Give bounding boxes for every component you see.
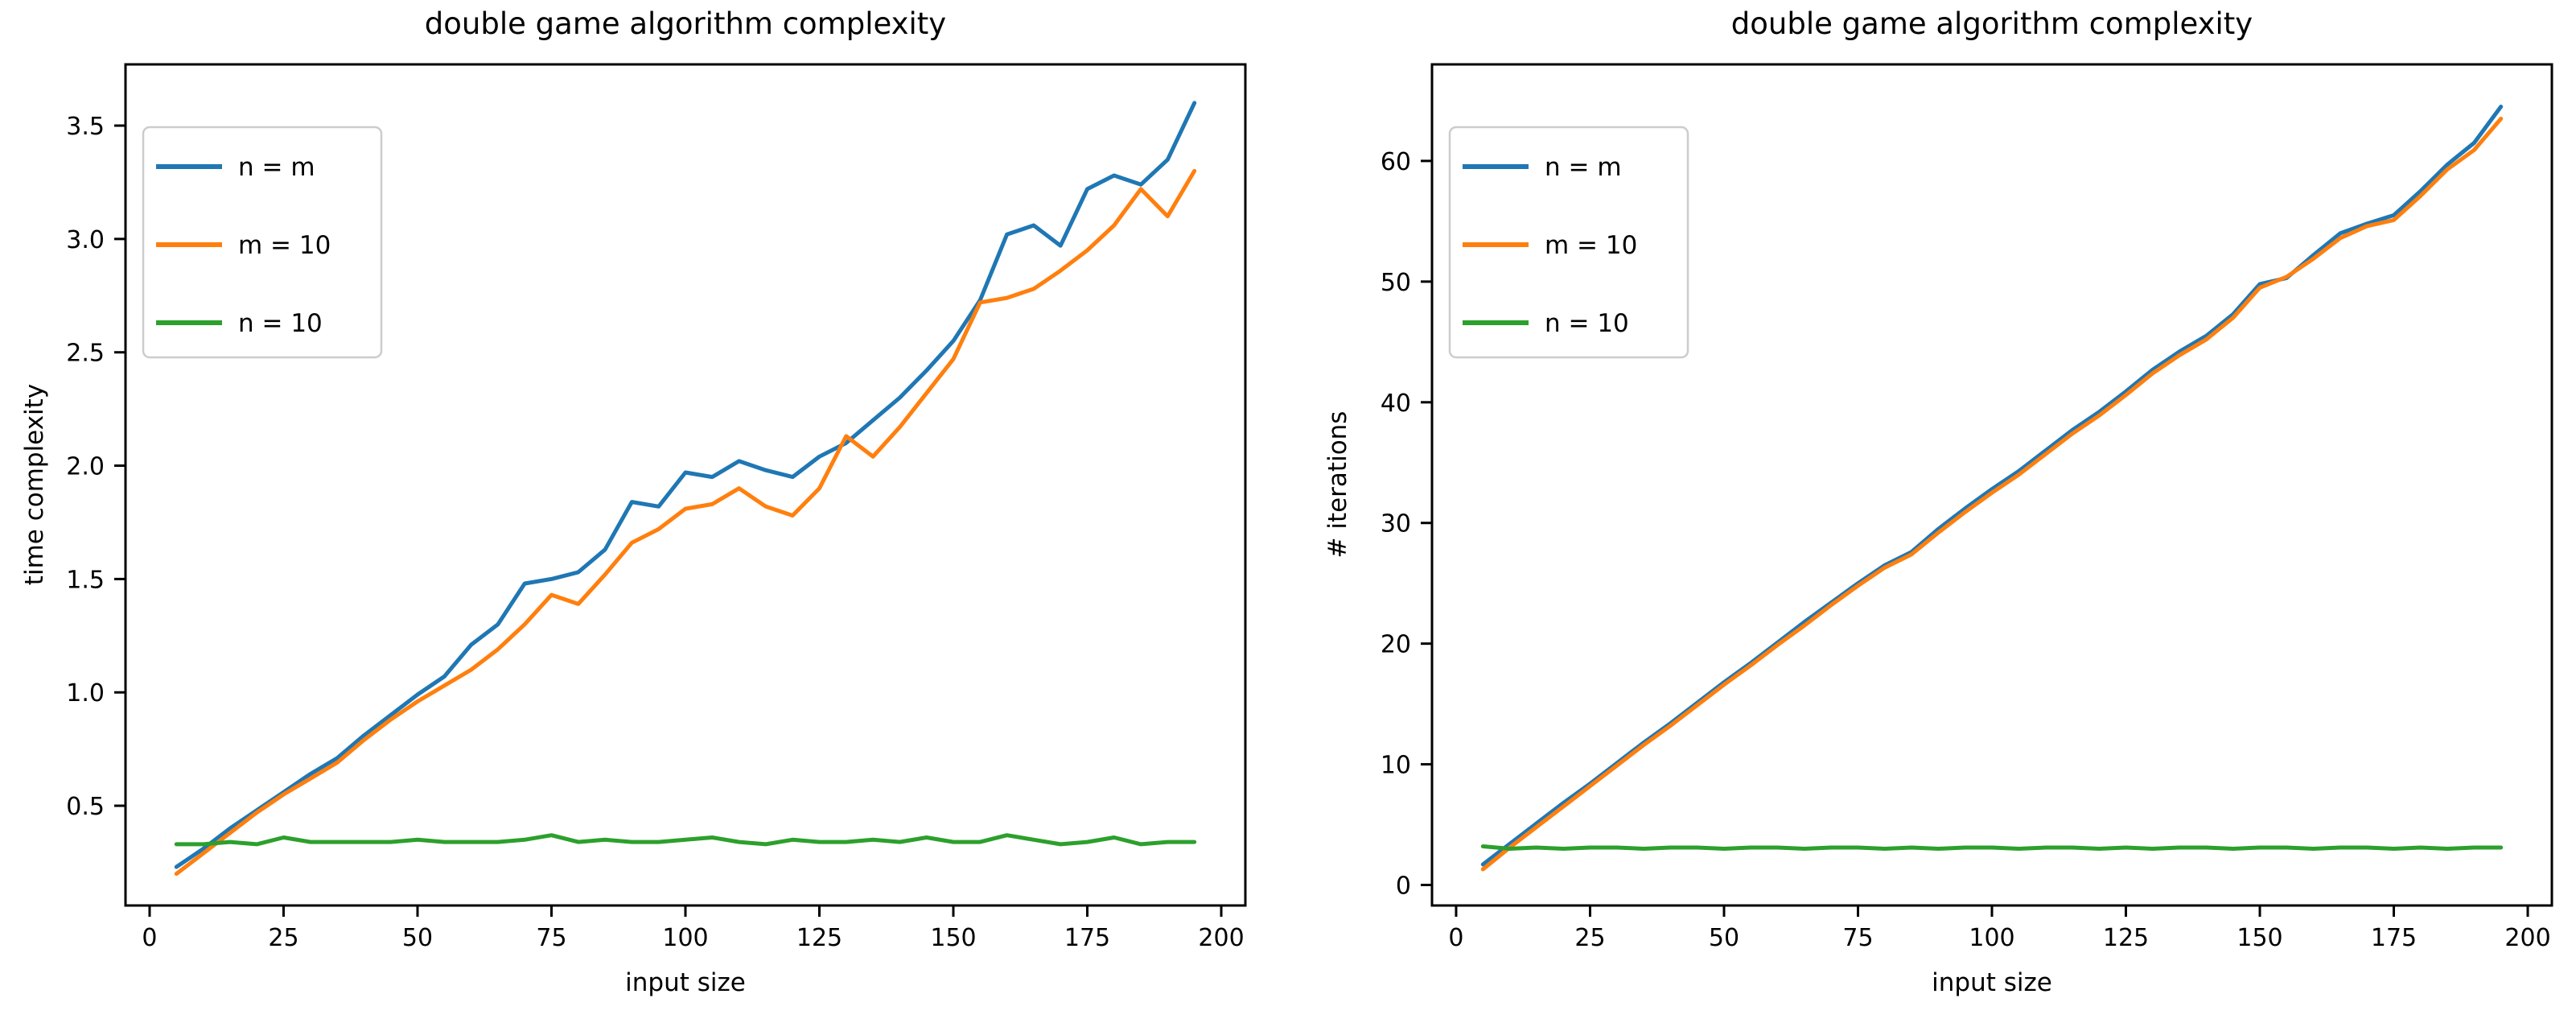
series-line-m-10	[174, 168, 1197, 877]
legend-box	[142, 126, 383, 359]
series-line-n-m	[174, 101, 1197, 869]
legend-label-n-m: n = m	[1545, 153, 1622, 182]
x-tick-label: 175	[1064, 924, 1110, 952]
legend-label-n-10: n = 10	[238, 309, 323, 338]
right-plot-area: 0 25 50 75 100 125 150 175 200 0 10 20 30 40 50 60 n = m…	[1381, 63, 2553, 952]
x-tick-label: 125	[2103, 924, 2149, 952]
x-tick-label: 75	[1842, 924, 1873, 952]
y-tick-label: 60	[1381, 148, 1411, 176]
y-tick-label: 20	[1381, 631, 1411, 659]
y-tick-label: 2.5	[66, 340, 105, 368]
x-tick-label: 125	[796, 924, 842, 952]
x-tick-label: 0	[1448, 924, 1463, 952]
x-tick-label: 150	[2237, 924, 2282, 952]
y-tick-label: 40	[1381, 390, 1411, 418]
legend-label-m-10: m = 10	[238, 231, 331, 260]
y-tick-label: 10	[1381, 752, 1411, 780]
y-tick-label: 0	[1396, 872, 1411, 901]
x-tick-label: 50	[402, 924, 433, 952]
x-tick-label: 0	[142, 924, 157, 952]
legend-label-n-m: n = m	[238, 153, 315, 182]
x-tick-label: 25	[268, 924, 298, 952]
series-line-n-10	[1480, 844, 2504, 851]
legend-label-n-10: n = 10	[1545, 309, 1629, 338]
x-tick-label: 50	[1709, 924, 1739, 952]
x-tick-label: 25	[1574, 924, 1605, 952]
x-tick-label: 200	[1198, 924, 1244, 952]
left-x-axis-label: input size	[625, 968, 746, 997]
y-tick-label: 50	[1381, 269, 1411, 297]
y-tick-label: 0.5	[66, 793, 105, 821]
y-tick-label: 3.0	[66, 226, 105, 254]
legend-box	[1448, 126, 1689, 359]
y-tick-label: 1.0	[66, 679, 105, 707]
y-tick-label: 1.5	[66, 566, 105, 594]
x-tick-label: 100	[1969, 924, 2014, 952]
series-line-m-10	[1480, 117, 2504, 872]
y-tick-label: 3.5	[66, 113, 105, 141]
left-plot-area: 0 25 50 75 100 125 150 175 200 0.5 1.0 1.5 2.0 2.5 3.0…	[66, 63, 1247, 952]
right-chart-title: double game algorithm complexity	[1730, 6, 2253, 41]
x-tick-label: 175	[2371, 924, 2417, 952]
y-tick-label: 2.0	[66, 453, 105, 481]
x-tick-label: 150	[930, 924, 976, 952]
x-tick-label: 200	[2504, 924, 2550, 952]
series-line-n-10	[174, 833, 1197, 847]
legend-label-m-10: m = 10	[1545, 231, 1637, 260]
x-tick-label: 100	[662, 924, 708, 952]
x-tick-label: 75	[536, 924, 566, 952]
left-chart-title: double game algorithm complexity	[424, 6, 947, 41]
y-tick-label: 30	[1381, 510, 1411, 538]
right-x-axis-label: input size	[1932, 968, 2052, 997]
